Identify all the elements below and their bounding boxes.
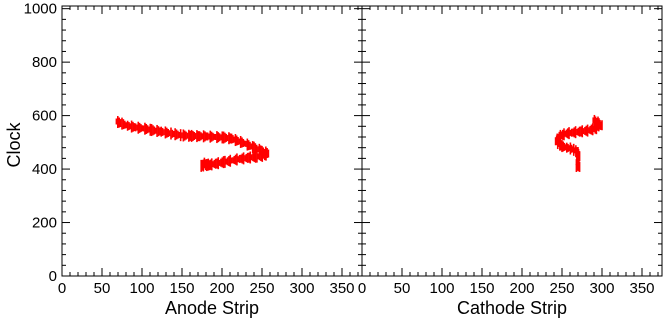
cathode-x-axis-title: Cathode Strip [457,298,567,318]
x-tick-label: 50 [94,280,111,297]
y-tick-label: 1000 [24,1,57,18]
x-tick-label: 100 [129,280,154,297]
y-tick-label: 200 [32,215,57,232]
y-axis-label: Clock [4,121,24,167]
x-tick-label: 200 [509,280,534,297]
x-tick-label: 0 [358,280,366,297]
x-tick-label: 300 [289,280,314,297]
x-tick-label: 350 [329,280,354,297]
anode-ticks: 0 50 100 150 200 250 300 350 0 200 400 600 800 1000 [24,1,362,297]
x-tick-label: 350 [629,280,654,297]
x-tick-label: 150 [169,280,194,297]
y-tick-label: 800 [32,54,57,71]
x-tick-label: 150 [469,280,494,297]
x-tick-label: 250 [549,280,574,297]
x-tick-label: 50 [394,280,411,297]
y-tick-label: 400 [32,161,57,178]
anode-data-marks [115,116,270,172]
cathode-plot-frame [361,5,663,277]
anode-x-axis-title: Anode Strip [165,298,259,318]
y-tick-label: 0 [49,268,57,285]
x-tick-label: 0 [58,280,66,297]
x-tick-label: 100 [429,280,454,297]
cathode-ticks: 0 50 100 150 200 250 300 350 [358,6,662,297]
cathode-panel: 0 50 100 150 200 250 300 350 Cathode Strip [358,5,663,318]
y-tick-label: 600 [32,108,57,125]
cathode-data-marks [554,114,603,172]
x-tick-label: 200 [209,280,234,297]
x-tick-label: 300 [589,280,614,297]
y-axis-title: Clock [4,121,24,167]
x-tick-label: 250 [249,280,274,297]
